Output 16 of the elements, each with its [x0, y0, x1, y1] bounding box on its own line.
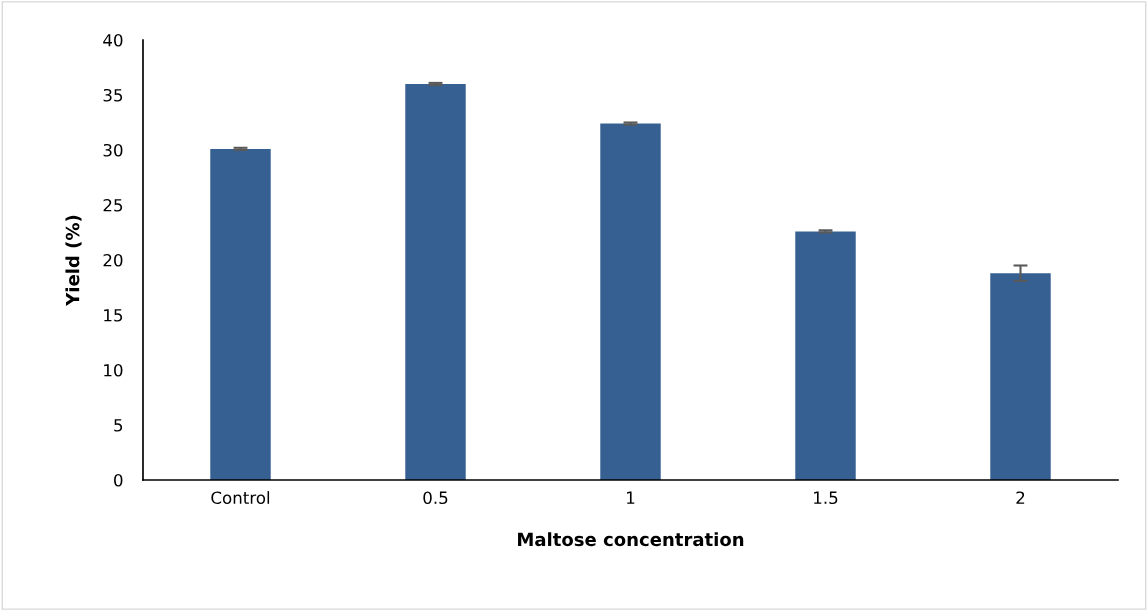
x-axis-title: Maltose concentration	[518, 532, 744, 547]
x-tick-label: Control	[211, 491, 270, 505]
y-tick-label: 40	[103, 33, 123, 47]
y-tick-label: 5	[114, 419, 123, 432]
y-tick-label: 25	[103, 198, 123, 212]
y-axis-title: Yield (%)	[65, 215, 82, 306]
y-tick-label: 35	[103, 88, 123, 102]
y-tick-label: 20	[103, 253, 123, 267]
x-tick-label: 1.5	[814, 491, 838, 505]
x-tick-label: 0.5	[423, 491, 448, 505]
y-tick-label: 0	[114, 473, 123, 487]
x-tick-label: 1	[627, 491, 635, 504]
y-tick-label: 15	[104, 309, 123, 322]
x-tick-label: 2	[1016, 491, 1025, 504]
y-tick-label: 30	[103, 143, 123, 157]
y-tick-label: 10	[104, 363, 123, 377]
